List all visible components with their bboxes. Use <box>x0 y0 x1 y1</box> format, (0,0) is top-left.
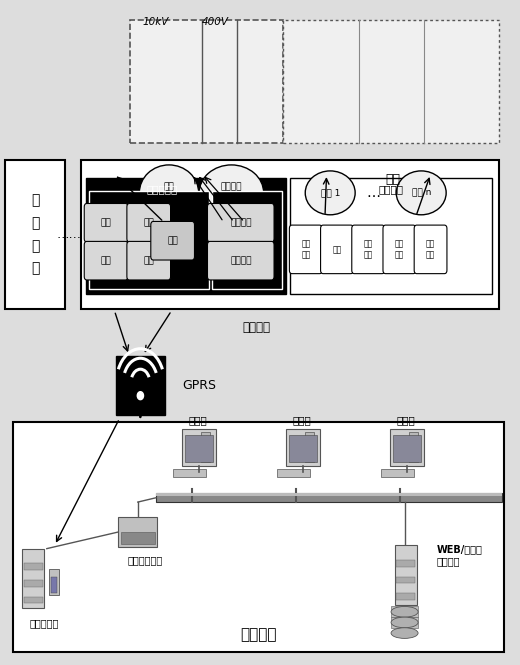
Text: 400V: 400V <box>202 17 229 27</box>
Bar <box>305 432 314 462</box>
Text: 网络隔离装置: 网络隔离装置 <box>128 555 163 565</box>
Bar <box>396 560 415 567</box>
Bar <box>391 429 424 466</box>
Text: 无功
功率: 无功 功率 <box>301 239 310 259</box>
FancyBboxPatch shape <box>383 225 416 274</box>
Text: ……: …… <box>56 227 81 241</box>
Text: 负荷 n: 负荷 n <box>411 188 431 198</box>
Bar <box>381 469 414 477</box>
Bar <box>130 20 283 143</box>
Text: 油位: 油位 <box>101 256 111 265</box>
Text: 电量参数: 电量参数 <box>379 184 404 194</box>
Bar <box>182 429 216 466</box>
Bar <box>277 469 310 477</box>
Bar <box>212 191 282 289</box>
Text: 油温: 油温 <box>144 218 154 227</box>
Bar <box>13 422 504 652</box>
Text: 有源动态
补偿装置: 有源动态 补偿装置 <box>220 183 242 203</box>
Text: 配电
变压器: 配电 变压器 <box>161 183 177 203</box>
Text: 监测后台: 监测后台 <box>240 626 277 642</box>
Bar <box>156 493 502 496</box>
FancyBboxPatch shape <box>84 241 128 280</box>
Text: …: … <box>367 186 380 200</box>
Text: 模块状态: 模块状态 <box>230 218 252 227</box>
Bar <box>24 563 43 570</box>
Text: 零序
电流: 零序 电流 <box>395 239 404 259</box>
Text: 负荷 1: 负荷 1 <box>320 188 340 198</box>
Bar <box>156 493 502 502</box>
FancyBboxPatch shape <box>289 225 322 274</box>
Text: 工作站: 工作站 <box>292 416 311 426</box>
Bar <box>289 435 318 462</box>
Text: 工作站: 工作站 <box>396 416 415 426</box>
Bar <box>24 597 43 603</box>
Circle shape <box>137 392 144 400</box>
Bar <box>286 429 320 466</box>
Ellipse shape <box>391 628 418 638</box>
Bar <box>86 178 286 294</box>
Text: 负荷: 负荷 <box>385 173 400 186</box>
Bar <box>5 160 65 309</box>
Bar <box>51 577 57 593</box>
Text: 负序
电流: 负序 电流 <box>363 239 373 259</box>
Text: 监控终端: 监控终端 <box>242 321 270 334</box>
Bar <box>396 577 415 583</box>
Ellipse shape <box>391 606 418 617</box>
Text: 噪声: 噪声 <box>167 236 178 245</box>
Bar <box>391 606 418 617</box>
FancyBboxPatch shape <box>127 241 171 280</box>
Text: 模块温度: 模块温度 <box>230 256 252 265</box>
Bar <box>116 356 165 415</box>
Text: 非电量参数: 非电量参数 <box>146 184 177 194</box>
FancyBboxPatch shape <box>352 225 385 274</box>
Bar <box>396 593 415 600</box>
Bar <box>121 532 155 544</box>
Bar <box>119 517 157 547</box>
Bar <box>201 432 210 462</box>
FancyBboxPatch shape <box>207 241 274 280</box>
Bar <box>290 178 492 294</box>
Bar <box>24 580 43 587</box>
Bar <box>393 435 422 462</box>
Text: 10kV: 10kV <box>143 17 169 27</box>
Ellipse shape <box>396 171 446 215</box>
Bar <box>173 469 206 477</box>
Bar <box>185 435 213 462</box>
Text: GPRS: GPRS <box>182 379 216 392</box>
FancyBboxPatch shape <box>207 203 274 242</box>
Bar <box>81 160 499 309</box>
Bar <box>283 20 499 143</box>
Bar <box>49 569 59 595</box>
Ellipse shape <box>139 165 199 221</box>
FancyBboxPatch shape <box>127 203 171 242</box>
Ellipse shape <box>199 165 264 221</box>
Bar <box>391 617 418 628</box>
Text: 震动: 震动 <box>144 256 154 265</box>
Text: 监
控
终
端: 监 控 终 端 <box>31 194 40 275</box>
Text: 通讯服务器: 通讯服务器 <box>30 618 59 628</box>
Bar <box>89 191 209 289</box>
Text: WEB/数据存
储服务器: WEB/数据存 储服务器 <box>437 544 483 567</box>
Text: 谐波: 谐波 <box>332 245 342 254</box>
Ellipse shape <box>305 171 355 215</box>
Text: 工作站: 工作站 <box>188 416 207 426</box>
Ellipse shape <box>391 617 418 628</box>
FancyBboxPatch shape <box>321 225 354 274</box>
Text: 档位: 档位 <box>101 218 111 227</box>
FancyBboxPatch shape <box>151 221 194 260</box>
Text: 三相
电压: 三相 电压 <box>426 239 435 259</box>
FancyBboxPatch shape <box>84 203 128 242</box>
Bar <box>409 432 418 462</box>
Bar <box>395 545 417 605</box>
FancyBboxPatch shape <box>414 225 447 274</box>
Bar <box>22 549 44 608</box>
